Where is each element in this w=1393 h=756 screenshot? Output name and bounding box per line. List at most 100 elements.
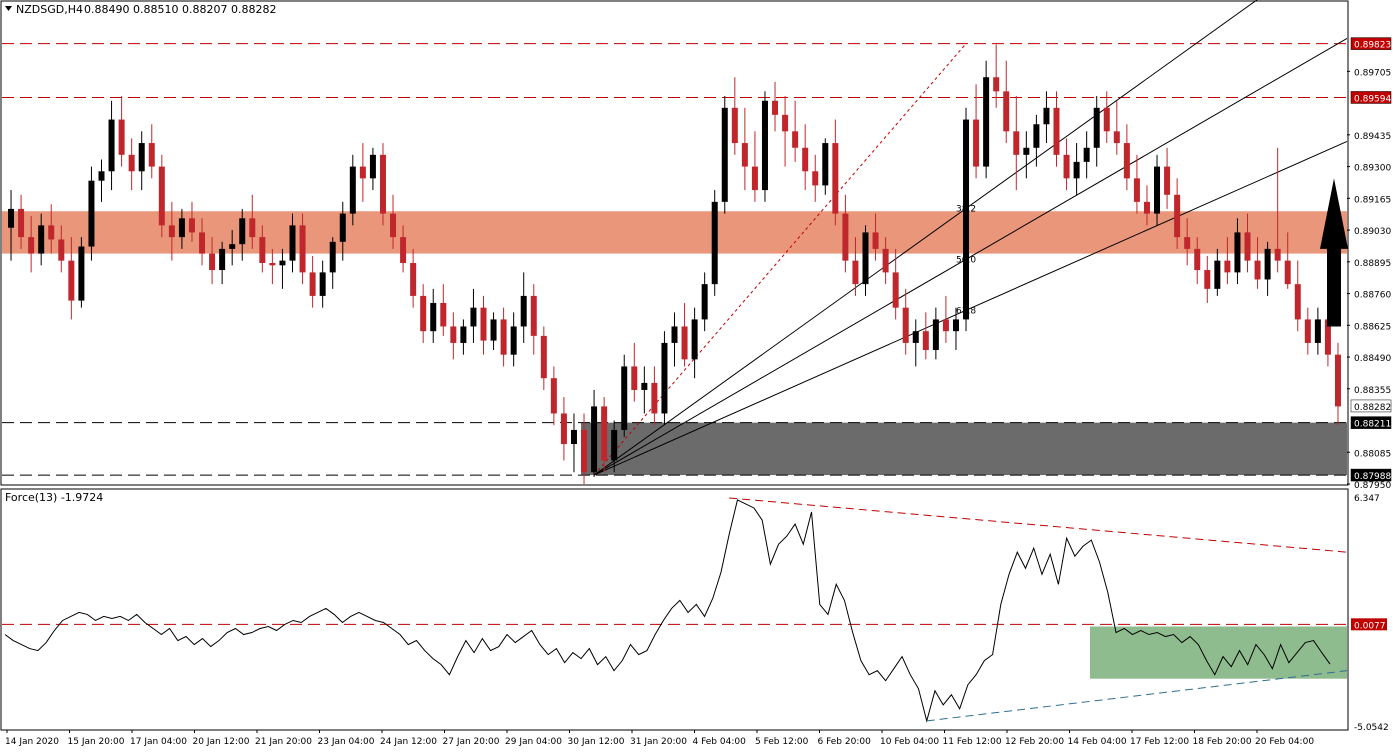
candle-body: [249, 218, 256, 238]
candle-body: [772, 100, 779, 115]
candle-body: [1214, 260, 1221, 289]
candle-body: [1033, 124, 1040, 148]
axis-labels: 0.89823 0.89705 0.89594 0.89435 0.89300 0.891…: [5, 37, 1392, 747]
candle-body: [28, 237, 35, 254]
x-tick-label: 10 Feb 04:00: [880, 737, 939, 747]
y-tick-label: 0.88490: [1354, 354, 1391, 364]
x-tick-label: 14 Feb 04:00: [1068, 737, 1127, 747]
candle-body: [872, 232, 879, 249]
candle-body: [661, 342, 668, 414]
price-tag-label: 0.88211: [1354, 420, 1391, 430]
ohlc-readout: 0.88490 0.88510 0.88207 0.88282: [84, 3, 276, 16]
candle-body: [1254, 260, 1261, 280]
candle-body: [731, 107, 738, 144]
candle-body: [78, 246, 85, 301]
x-tick-label: 17 Jan 04:00: [130, 737, 187, 747]
candle-body: [209, 253, 216, 271]
candle-body: [681, 326, 688, 360]
indicator-panel-frame: [0, 488, 1349, 731]
candle-body: [1284, 260, 1291, 285]
x-tick-label: 21 Jan 20:00: [255, 737, 312, 747]
candle-body: [1143, 201, 1150, 214]
candle-body: [852, 260, 859, 285]
x-tick-label: 23 Jan 04:00: [318, 737, 375, 747]
x-tick-label: 27 Jan 20:00: [443, 737, 500, 747]
candle-body: [1174, 194, 1181, 238]
candle-body: [98, 171, 105, 181]
candle-body: [490, 319, 497, 341]
candle-body: [922, 331, 929, 350]
candle-body: [1113, 131, 1120, 144]
x-tick-label: 6 Feb 20:00: [818, 737, 872, 747]
candle-body: [902, 307, 909, 343]
x-tick-label: 12 Feb 20:00: [1005, 737, 1064, 747]
x-tick-label: 14 Jan 2020: [5, 737, 59, 747]
candle-body: [68, 260, 75, 301]
candle-body: [38, 225, 45, 254]
support-zone: [581, 422, 1347, 476]
force-support-trendline: [926, 670, 1348, 722]
x-tick-label: 11 Feb 12:00: [943, 737, 1002, 747]
candle-body: [1154, 166, 1161, 214]
candle-body: [188, 218, 195, 233]
candle-body: [560, 413, 567, 445]
price-tag-label: 0.89823: [1354, 41, 1391, 51]
candle-body: [581, 429, 588, 473]
force-level-tag: [1351, 618, 1387, 631]
x-tick-label: 31 Jan 20:00: [630, 737, 687, 747]
force-zone: [1090, 626, 1347, 679]
x-tick-label: 20 Jan 12:00: [193, 737, 250, 747]
candle-body: [751, 166, 758, 191]
candle-body: [611, 429, 618, 461]
candle-body: [782, 114, 789, 132]
candle-body: [842, 213, 849, 261]
y-tick-label: 0.87950: [1354, 481, 1391, 491]
candle-body: [942, 319, 949, 332]
x-tick-label: 17 Feb 12:00: [1130, 737, 1189, 747]
y-tick-label: 0.89435: [1354, 132, 1391, 142]
candle-body: [932, 319, 939, 350]
candle-body: [1314, 319, 1321, 343]
candle-body: [1053, 107, 1060, 155]
x-tick-label: 18 Feb 20:00: [1193, 737, 1252, 747]
candle-body: [761, 100, 768, 191]
candle-body: [480, 307, 487, 341]
candle-body: [862, 232, 869, 285]
price-tag: [1350, 468, 1392, 482]
y-tick-label: 0.89030: [1354, 227, 1391, 237]
candle-body: [1304, 319, 1311, 343]
fib-fan-line: [593, 37, 1348, 476]
candle-body: [420, 295, 427, 332]
y-tick-label: 0.88895: [1354, 259, 1391, 269]
y-tick-label: 0.88760: [1354, 291, 1391, 301]
candle-body: [58, 239, 65, 261]
candle-body: [591, 406, 598, 473]
candle-body: [1194, 248, 1201, 271]
indicator-title: Force(13) -1.9724: [5, 491, 103, 504]
candle-body: [410, 262, 417, 296]
candle-body: [259, 237, 266, 263]
force-line: [4, 499, 1331, 723]
candle-body: [8, 208, 15, 228]
fib-fan-line: [593, 0, 1258, 476]
symbol-dropdown-icon[interactable]: [5, 6, 12, 11]
resistance-zone: [2, 211, 1347, 254]
x-tick-label: 4 Feb 04:00: [693, 737, 747, 747]
candle-body: [983, 77, 990, 167]
fib-fan-baseline: [593, 43, 967, 476]
candle-body: [952, 319, 959, 332]
candle-body: [450, 326, 457, 343]
candle-body: [289, 225, 296, 261]
candle-body: [741, 143, 748, 167]
candle-body: [18, 208, 25, 238]
candle-body: [219, 248, 226, 271]
price-tag: [1350, 37, 1392, 50]
candle-body: [882, 248, 889, 273]
candle-body: [671, 326, 678, 343]
candle-body: [199, 232, 206, 254]
candle-body: [520, 295, 527, 327]
candle-body: [721, 107, 728, 202]
candle-body: [299, 225, 306, 273]
candle-body: [390, 213, 397, 238]
x-tick-label: 5 Feb 12:00: [755, 737, 809, 747]
